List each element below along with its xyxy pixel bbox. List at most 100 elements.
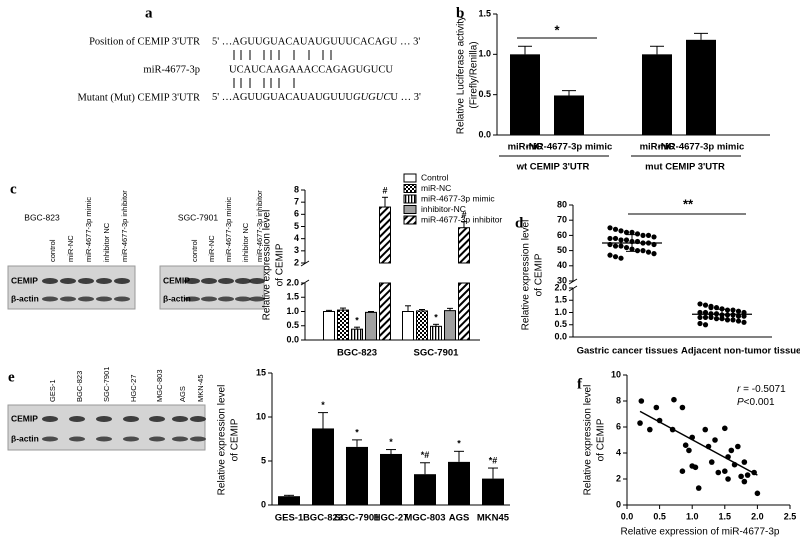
data-point bbox=[724, 312, 731, 318]
y-tick-label: 1.0 bbox=[554, 307, 567, 317]
data-point bbox=[618, 228, 624, 234]
data-point bbox=[735, 443, 741, 450]
data-point bbox=[730, 307, 736, 313]
x-tick-label: Gastric cancer tissues bbox=[577, 346, 678, 357]
blot bbox=[159, 265, 265, 310]
band bbox=[201, 296, 217, 302]
data-point bbox=[634, 231, 641, 237]
y-tick-label: 2.0 bbox=[286, 277, 299, 287]
data-point bbox=[695, 485, 702, 491]
bar bbox=[482, 478, 504, 505]
data-point bbox=[708, 459, 715, 465]
bar bbox=[402, 311, 414, 341]
bar bbox=[323, 311, 335, 341]
band bbox=[249, 296, 265, 302]
y-tick-label: 80 bbox=[557, 199, 567, 209]
blot-title: BGC-823 bbox=[24, 212, 60, 222]
y-tick-label: 4 bbox=[616, 447, 621, 457]
y-tick-label: 7 bbox=[294, 197, 299, 207]
lane-label: inhibitor NC bbox=[102, 222, 111, 262]
legend-label: inhibitor-NC bbox=[421, 204, 466, 214]
y-tick-label: 0.0 bbox=[554, 331, 567, 341]
band bbox=[42, 296, 58, 302]
data-point bbox=[741, 478, 748, 485]
lane-label: miR-4677-3p mimic bbox=[224, 197, 233, 262]
y-tick-label: 1.0 bbox=[478, 49, 491, 59]
band bbox=[184, 296, 200, 302]
panel-label: e bbox=[8, 369, 15, 385]
annotation: * bbox=[434, 313, 438, 323]
x-tick-label: miR-NC bbox=[640, 142, 675, 153]
axis-title: Relative Luciferase activity bbox=[456, 16, 467, 134]
bar bbox=[346, 446, 368, 505]
data-point bbox=[612, 254, 619, 260]
bar bbox=[444, 310, 456, 341]
bar bbox=[351, 328, 363, 341]
bar-upper bbox=[458, 227, 470, 264]
data-point bbox=[741, 319, 747, 325]
bar bbox=[312, 428, 334, 505]
blot bbox=[7, 404, 206, 451]
significance: ** bbox=[683, 196, 694, 211]
band bbox=[201, 278, 217, 284]
legend-swatch bbox=[403, 194, 417, 204]
fit-line bbox=[639, 410, 758, 476]
bar bbox=[365, 311, 377, 341]
data-point bbox=[682, 442, 689, 449]
data-point bbox=[623, 244, 630, 251]
data-point bbox=[744, 472, 751, 478]
annotation: # bbox=[382, 186, 387, 196]
x-tick-label: 0.0 bbox=[621, 511, 634, 521]
data-point bbox=[679, 468, 686, 475]
panel-label: d bbox=[515, 215, 524, 231]
band bbox=[60, 278, 76, 284]
row-label: CEMIP bbox=[163, 275, 190, 285]
x-tick-label: Adjacent non-tumor tissues bbox=[681, 346, 800, 357]
row-label: CEMIP bbox=[11, 275, 38, 285]
data-point bbox=[640, 232, 646, 238]
data-point bbox=[735, 318, 742, 324]
y-tick-label: 2 bbox=[294, 257, 299, 267]
band bbox=[123, 416, 139, 422]
bar bbox=[686, 39, 716, 135]
panel-label: b bbox=[456, 5, 464, 21]
annotation: P<0.001 bbox=[737, 397, 775, 408]
data-point bbox=[645, 232, 652, 238]
axis-title: Relative expression level bbox=[583, 385, 594, 496]
band bbox=[218, 278, 234, 284]
axis-title: Relative expression of miR-4677-3p bbox=[621, 527, 780, 538]
y-tick-label: 1.5 bbox=[554, 295, 567, 305]
annotation-text: <0.001 bbox=[744, 397, 775, 408]
bar-upper bbox=[379, 206, 391, 264]
x-tick-label: 1.0 bbox=[686, 511, 699, 521]
group-label: wt CEMIP 3'UTR bbox=[516, 162, 590, 173]
x-tick-label: GES-1 bbox=[275, 513, 304, 524]
data-point bbox=[638, 398, 645, 404]
bar bbox=[510, 54, 540, 136]
x-tick-label: BGC-823 bbox=[337, 348, 377, 359]
data-point bbox=[702, 314, 709, 320]
panel-label: a bbox=[145, 5, 153, 21]
bar bbox=[642, 54, 672, 136]
blot bbox=[7, 265, 136, 310]
y-tick-label: 8 bbox=[294, 184, 299, 194]
data-point bbox=[697, 314, 703, 320]
bar bbox=[278, 496, 300, 505]
x-tick-label: SGC-7901 bbox=[414, 348, 460, 359]
data-point bbox=[697, 301, 703, 307]
lane-label: SGC-7901 bbox=[102, 367, 111, 402]
sequence-part: U … 3' bbox=[390, 92, 421, 103]
band bbox=[78, 278, 94, 284]
legend-swatch bbox=[403, 173, 417, 183]
annotation-symbol: r bbox=[737, 384, 741, 395]
legend-swatch bbox=[403, 184, 417, 193]
y-tick-label: 0 bbox=[616, 499, 621, 509]
lane-label: MGC-803 bbox=[155, 369, 164, 402]
data-point bbox=[722, 468, 728, 475]
band bbox=[190, 416, 206, 422]
data-point bbox=[730, 312, 736, 318]
annotation: * bbox=[457, 439, 461, 449]
band bbox=[114, 296, 130, 302]
y-tick-label: 15 bbox=[256, 367, 266, 377]
y-tick-label: 0.5 bbox=[554, 319, 567, 329]
